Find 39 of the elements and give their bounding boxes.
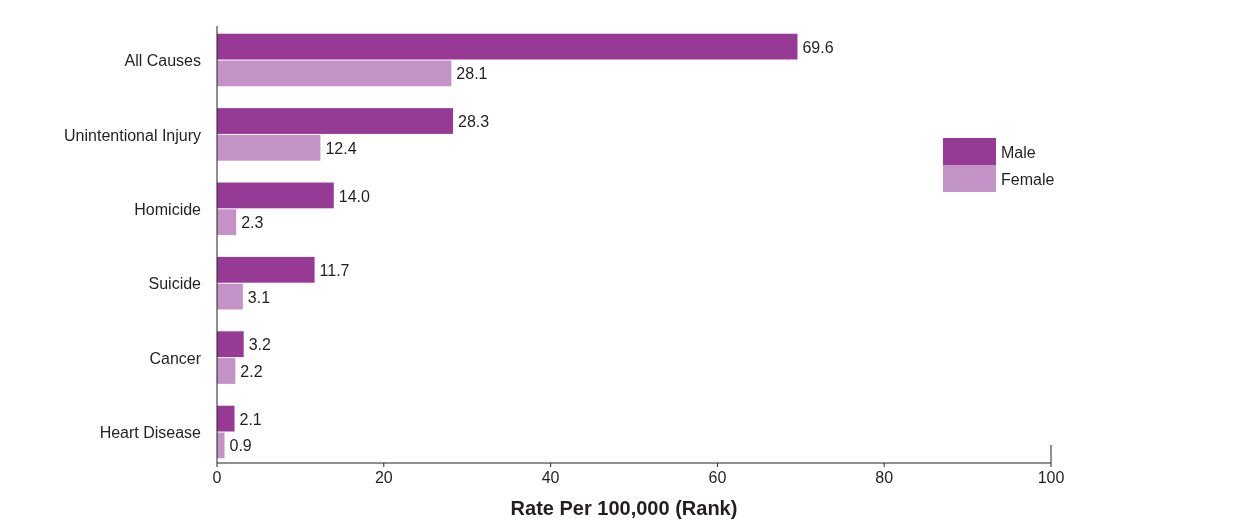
data-label: 28.3 [458,113,490,131]
bar [217,182,334,209]
x-tick-label: 0 [212,469,222,486]
data-label: 28.1 [456,65,488,83]
data-label: 2.1 [239,410,262,428]
y-tick-label: Homicide [134,200,202,218]
data-label: 12.4 [325,139,357,157]
y-tick-label: Cancer [149,349,202,367]
bar [217,108,454,134]
data-label: 2.3 [241,214,264,232]
data-label: 11.7 [319,261,350,279]
data-label: 2.2 [240,363,263,381]
data-label: 3.1 [247,288,271,306]
data-label: 69.6 [802,38,834,56]
bar [217,405,235,432]
x-tick-label: 80 [875,469,894,486]
y-tick-label: Suicide [148,275,202,293]
data-label: 0.9 [229,437,252,455]
y-tick-label: Heart Disease [99,424,202,442]
legend-label: Female [1001,170,1055,188]
x-tick-label: 100 [1037,469,1065,486]
bar [217,209,237,236]
bar [217,60,452,87]
bar [217,256,315,283]
x-axis-title: Rate Per 100,000 (Rank) [510,497,738,519]
legend-label: Male [1001,143,1036,161]
y-tick-label: Unintentional Injury [64,126,201,144]
x-tick-label: 40 [541,469,560,486]
bar [217,331,244,358]
y-tick-label: All Causes [124,52,201,70]
x-tick-label: 20 [374,469,393,486]
bar [217,283,243,310]
data-label: 3.2 [248,336,272,354]
bar [217,358,236,384]
data-label: 14.0 [338,187,370,205]
bar [217,134,321,161]
x-tick-label: 60 [708,469,727,486]
bar [217,432,225,459]
bar [217,33,798,60]
